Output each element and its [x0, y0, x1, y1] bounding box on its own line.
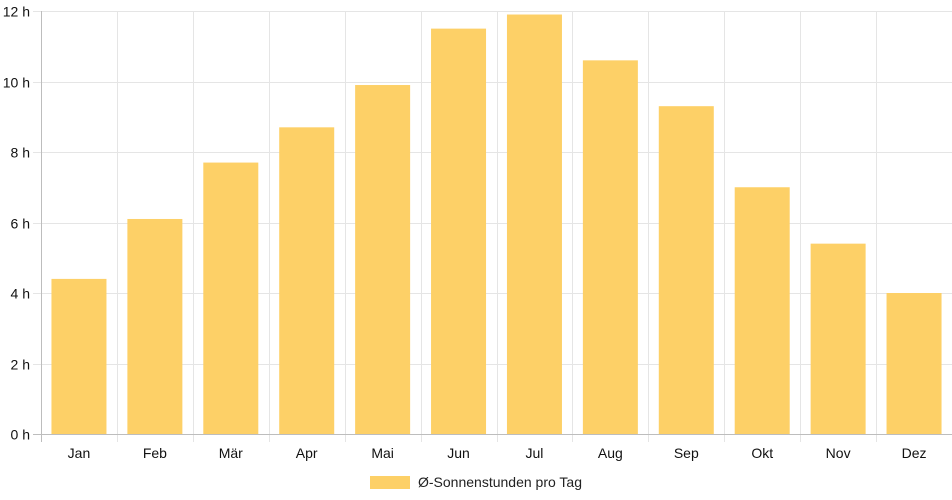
legend-swatch: [370, 475, 410, 489]
x-tick-label: Apr: [296, 445, 318, 461]
x-tick-label: Feb: [143, 445, 167, 461]
bar-mär: [203, 162, 259, 434]
x-tick-label: Sep: [674, 445, 699, 461]
y-tick-label: 10 h: [3, 75, 30, 91]
bar-okt: [734, 187, 790, 434]
axes: [33, 11, 952, 442]
y-tick-label: 0 h: [11, 427, 30, 443]
bar-nov: [810, 243, 866, 434]
x-tick-label: Dez: [902, 445, 927, 461]
bar-aug: [582, 60, 638, 434]
x-tick-label: Mai: [371, 445, 394, 461]
bar-mai: [355, 85, 411, 435]
legend[interactable]: Ø-Sonnenstunden pro Tag: [0, 472, 952, 492]
x-tick-label: Nov: [826, 445, 851, 461]
x-tick-label: Jul: [526, 445, 544, 461]
grid-lines: [33, 11, 952, 442]
bars: [51, 14, 942, 435]
bar-sep: [658, 106, 714, 435]
x-tick-label: Mär: [219, 445, 243, 461]
bar-jun: [431, 28, 487, 434]
y-tick-label: 8 h: [11, 145, 30, 161]
bar-dez: [886, 293, 942, 434]
bar-feb: [127, 218, 183, 434]
y-tick-label: 4 h: [11, 286, 30, 302]
x-tick-label: Jan: [68, 445, 91, 461]
bar-apr: [279, 127, 335, 434]
legend-label: Ø-Sonnenstunden pro Tag: [418, 474, 582, 490]
x-tick-label: Okt: [751, 445, 773, 461]
y-tick-label: 6 h: [11, 216, 30, 232]
bar-jan: [51, 278, 107, 434]
tick-labels: 0 h 2 h 4 h 6 h 8 h 10 h 12 h Jan Feb Mär Apr Mai Ju…: [3, 4, 927, 462]
y-tick-label: 12 h: [3, 4, 30, 20]
bar-jul: [506, 14, 562, 435]
x-tick-label: Aug: [598, 445, 623, 461]
y-tick-label: 2 h: [11, 357, 30, 373]
x-tick-label: Jun: [447, 445, 470, 461]
